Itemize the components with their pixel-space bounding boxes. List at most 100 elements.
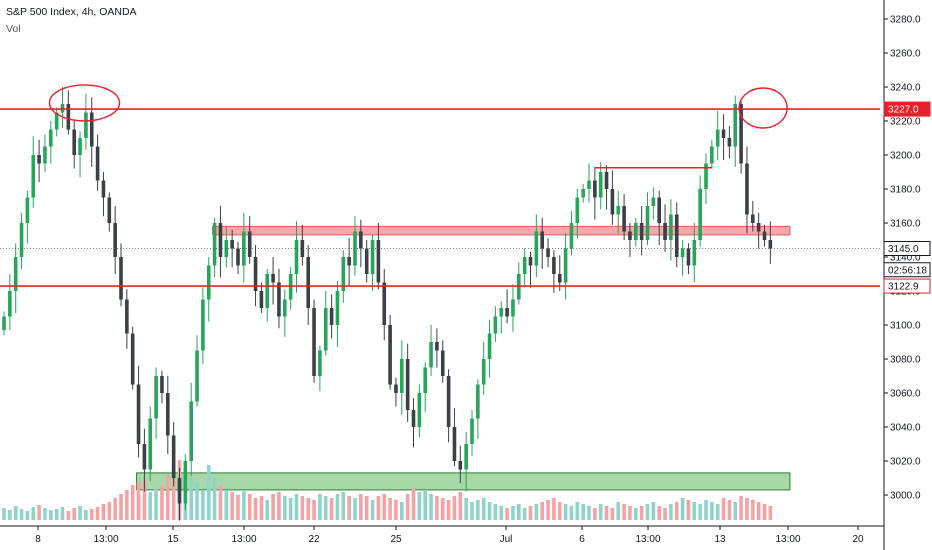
candle-body — [400, 359, 404, 393]
volume-bar — [394, 500, 398, 520]
volume-bar — [236, 495, 240, 520]
volume-bar — [563, 504, 568, 520]
candle-body — [452, 427, 457, 461]
candle-body — [271, 274, 275, 283]
volume-bar — [201, 490, 205, 520]
volume-bar — [651, 502, 656, 520]
candle-body — [569, 223, 574, 249]
candle-body — [119, 257, 123, 300]
candle-body — [107, 197, 112, 223]
candle-body — [130, 333, 135, 385]
candle-body — [2, 316, 6, 331]
candle-body — [60, 104, 65, 113]
candle-body — [312, 308, 316, 376]
price-tick-label: 3240.0 — [890, 83, 921, 94]
candle-body — [277, 282, 281, 317]
price-tick-label: 3160.0 — [890, 219, 921, 230]
time-tick-label: 13:00 — [231, 534, 256, 545]
candle-body — [101, 180, 106, 198]
volume-bar — [107, 502, 112, 520]
candle-body — [435, 342, 439, 351]
volume-bar — [212, 478, 217, 520]
candle-body — [674, 214, 679, 257]
candle-body — [440, 350, 445, 376]
price-badge — [883, 101, 931, 117]
volume-bar — [534, 504, 539, 520]
volume-bar — [493, 504, 498, 520]
volume-bar — [84, 510, 88, 520]
candle-body — [218, 223, 223, 257]
circled-high-0 — [48, 84, 121, 122]
candle-body — [768, 240, 773, 249]
volume-bar — [692, 502, 697, 520]
candle-body — [148, 418, 153, 470]
volume-bar — [31, 507, 36, 520]
volume-bar — [710, 502, 714, 520]
volume-bar — [762, 504, 767, 520]
candle-body — [283, 299, 287, 317]
candle-body — [639, 223, 644, 240]
volume-bar — [552, 498, 556, 520]
candle-body — [634, 223, 638, 240]
candle-body — [13, 257, 18, 291]
volume-bar — [517, 504, 521, 520]
zone-red-0 — [212, 225, 791, 236]
volume-bar — [341, 492, 346, 520]
candle-body — [710, 146, 714, 164]
candle-body — [534, 231, 539, 266]
volume-bar — [78, 506, 82, 520]
time-tick-label: Jul — [500, 534, 513, 545]
candle-body — [581, 189, 585, 198]
volume-bar — [388, 498, 392, 520]
time-tick-label: 25 — [390, 534, 402, 545]
price-tick-label: 3220.0 — [890, 117, 921, 128]
volume-bar — [481, 498, 486, 520]
candle-body — [704, 163, 708, 189]
price-badge-label: 02:56:18 — [888, 265, 927, 276]
candle-body — [610, 189, 615, 215]
candle-body — [751, 214, 755, 223]
candle-body — [8, 291, 12, 317]
candle-body — [300, 240, 305, 257]
time-tick-label: 20 — [852, 534, 864, 545]
candle-body — [37, 155, 41, 164]
candle-body — [195, 350, 199, 402]
candle-body — [177, 478, 182, 504]
volume-bar — [616, 502, 621, 520]
volume-bar — [522, 508, 527, 520]
volume-bar — [43, 508, 47, 520]
candle-body — [552, 257, 556, 274]
volume-indicator-label[interactable]: Vol — [6, 23, 21, 35]
candle-body — [265, 274, 270, 308]
volume-bar — [265, 500, 270, 520]
candle-body — [183, 461, 188, 504]
price-tick-label: 3280.0 — [890, 15, 921, 26]
price-tick-label: 3040.0 — [890, 423, 921, 434]
volume-bar — [499, 506, 504, 520]
candle-body — [745, 163, 749, 215]
candle-body — [72, 129, 76, 155]
time-tick-label: 6 — [579, 534, 585, 545]
candle-body — [125, 299, 129, 334]
candle-body — [587, 180, 591, 189]
candle-body — [762, 231, 767, 240]
candle-body — [493, 316, 498, 334]
time-tick-label: 22 — [308, 534, 320, 545]
volume-bar — [756, 502, 761, 520]
circled-high-1 — [738, 87, 788, 129]
volume-bar — [715, 504, 720, 520]
volume-bar — [540, 502, 544, 520]
volume-bar — [224, 490, 229, 520]
volume-bar — [575, 502, 580, 520]
candle-body — [598, 172, 603, 198]
candle-body — [540, 231, 544, 249]
volume-bar — [49, 510, 53, 520]
candle-body — [25, 197, 30, 223]
candle-body — [84, 112, 88, 138]
candle-body — [686, 248, 691, 266]
volume-bar — [446, 500, 451, 520]
candle-body — [376, 240, 381, 283]
price-tick-label: 3080.0 — [890, 355, 921, 366]
candle-body — [546, 248, 550, 257]
